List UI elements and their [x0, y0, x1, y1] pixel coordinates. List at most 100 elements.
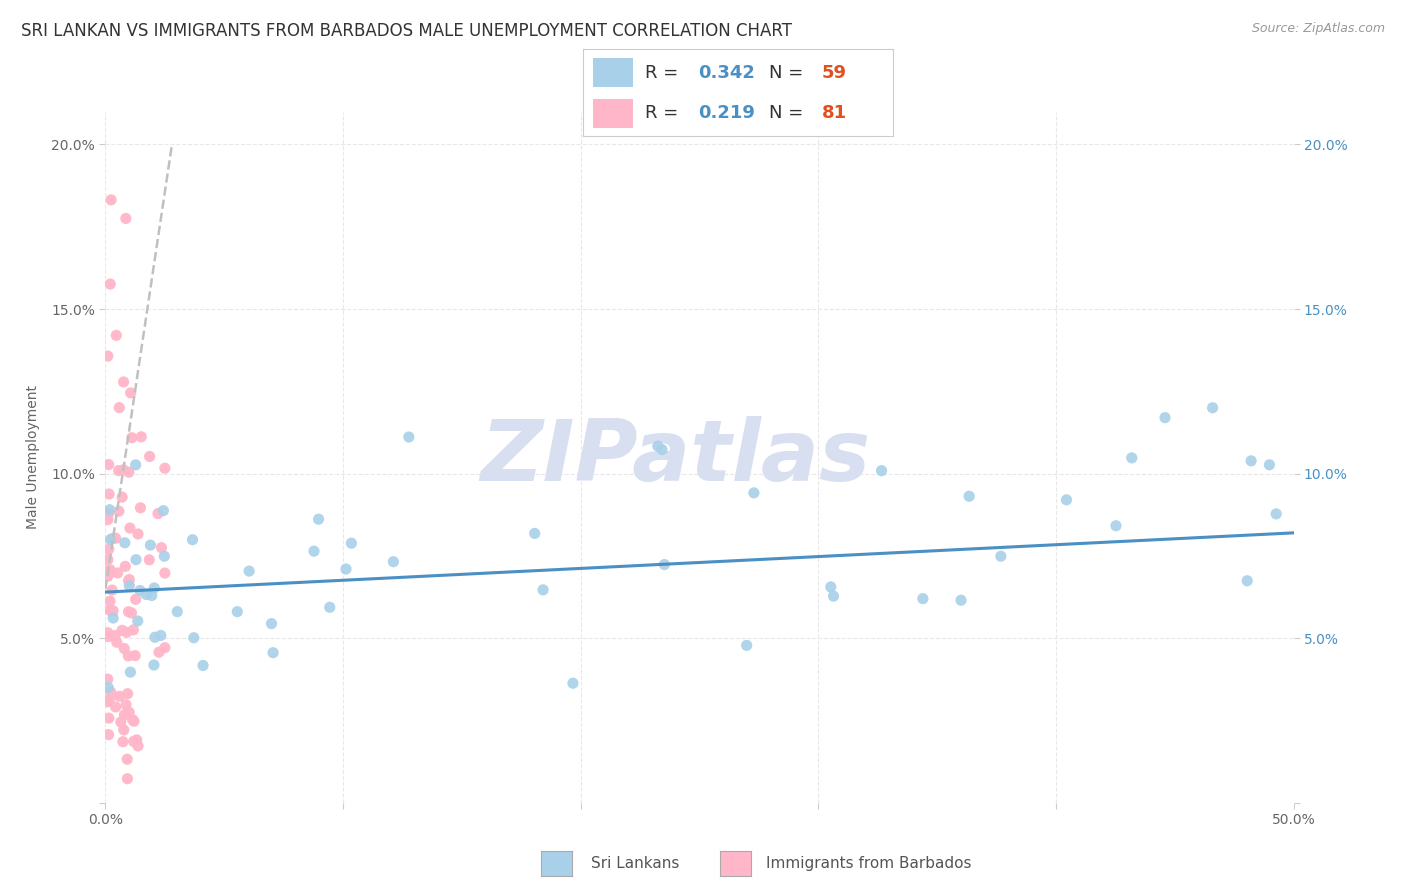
Point — [104, 628, 127, 642]
Point — [108, 401, 131, 415]
Point — [97, 625, 120, 640]
Point — [117, 574, 139, 588]
Point — [97, 728, 120, 742]
Point — [98, 603, 121, 617]
Point — [117, 605, 139, 619]
Point — [742, 486, 765, 500]
Point — [108, 690, 131, 704]
Point — [120, 606, 142, 620]
Point — [121, 431, 143, 445]
Point — [105, 635, 128, 649]
Point — [111, 735, 134, 749]
Bar — [593, 58, 633, 87]
Point — [112, 375, 135, 389]
Text: Source: ZipAtlas.com: Source: ZipAtlas.com — [1251, 22, 1385, 36]
Point — [1236, 574, 1258, 588]
Point — [117, 648, 139, 663]
Point — [129, 430, 152, 444]
Point — [100, 193, 122, 207]
Point — [127, 739, 149, 753]
Point — [122, 623, 145, 637]
Point — [120, 665, 142, 680]
Point — [139, 538, 162, 552]
Point — [143, 581, 166, 595]
Point — [870, 464, 893, 478]
Point — [152, 503, 174, 517]
Point — [98, 594, 121, 608]
Point — [122, 734, 145, 748]
Point — [191, 658, 214, 673]
Point — [121, 713, 143, 727]
Point — [138, 553, 160, 567]
Point — [122, 714, 145, 729]
Point — [340, 536, 363, 550]
Point — [302, 544, 325, 558]
Point — [262, 646, 284, 660]
Point — [118, 706, 141, 720]
Point — [183, 631, 205, 645]
Point — [112, 641, 135, 656]
Point — [115, 625, 138, 640]
Point — [260, 616, 283, 631]
Point — [117, 772, 139, 786]
Point — [118, 521, 141, 535]
Point — [166, 605, 188, 619]
Point — [97, 552, 120, 566]
Point — [101, 611, 124, 625]
Point — [124, 648, 146, 663]
Point — [115, 698, 138, 712]
Point — [97, 711, 120, 725]
Text: 59: 59 — [821, 63, 846, 82]
Point — [101, 604, 124, 618]
Point — [115, 752, 138, 766]
Point — [118, 579, 141, 593]
Point — [117, 687, 139, 701]
Point — [120, 385, 142, 400]
Point — [335, 562, 357, 576]
Point — [98, 487, 121, 501]
Bar — [593, 99, 633, 128]
Point — [1201, 401, 1223, 415]
Text: N =: N = — [769, 103, 808, 122]
Point — [1056, 492, 1078, 507]
Text: 0.219: 0.219 — [697, 103, 755, 122]
Point — [181, 533, 204, 547]
Point — [101, 583, 124, 598]
Point — [97, 507, 120, 521]
Point — [142, 658, 165, 673]
Point — [1121, 450, 1143, 465]
Point — [1265, 507, 1288, 521]
Text: ZIPatlas: ZIPatlas — [481, 416, 870, 499]
Text: R =: R = — [645, 103, 685, 122]
Point — [114, 211, 136, 226]
Text: Immigrants from Barbados: Immigrants from Barbados — [766, 856, 972, 871]
Point — [141, 589, 163, 603]
Point — [111, 624, 134, 638]
Point — [124, 458, 146, 472]
Point — [97, 695, 120, 709]
Point — [104, 700, 127, 714]
Point — [138, 450, 160, 464]
Point — [100, 566, 122, 580]
Point — [127, 614, 149, 628]
Point — [107, 566, 129, 580]
Point — [238, 564, 260, 578]
Point — [118, 573, 141, 587]
Point — [647, 439, 669, 453]
Point — [654, 558, 676, 572]
Point — [153, 461, 176, 475]
Point — [100, 533, 122, 547]
Point — [1240, 454, 1263, 468]
Point — [108, 504, 131, 518]
Point — [101, 531, 124, 545]
Point — [125, 732, 148, 747]
Text: N =: N = — [769, 63, 808, 82]
Point — [97, 681, 120, 695]
Y-axis label: Male Unemployment: Male Unemployment — [27, 385, 39, 529]
Point — [129, 500, 152, 515]
Point — [125, 552, 148, 566]
Point — [118, 465, 141, 479]
Point — [112, 723, 135, 737]
Point — [105, 328, 128, 343]
Point — [562, 676, 585, 690]
